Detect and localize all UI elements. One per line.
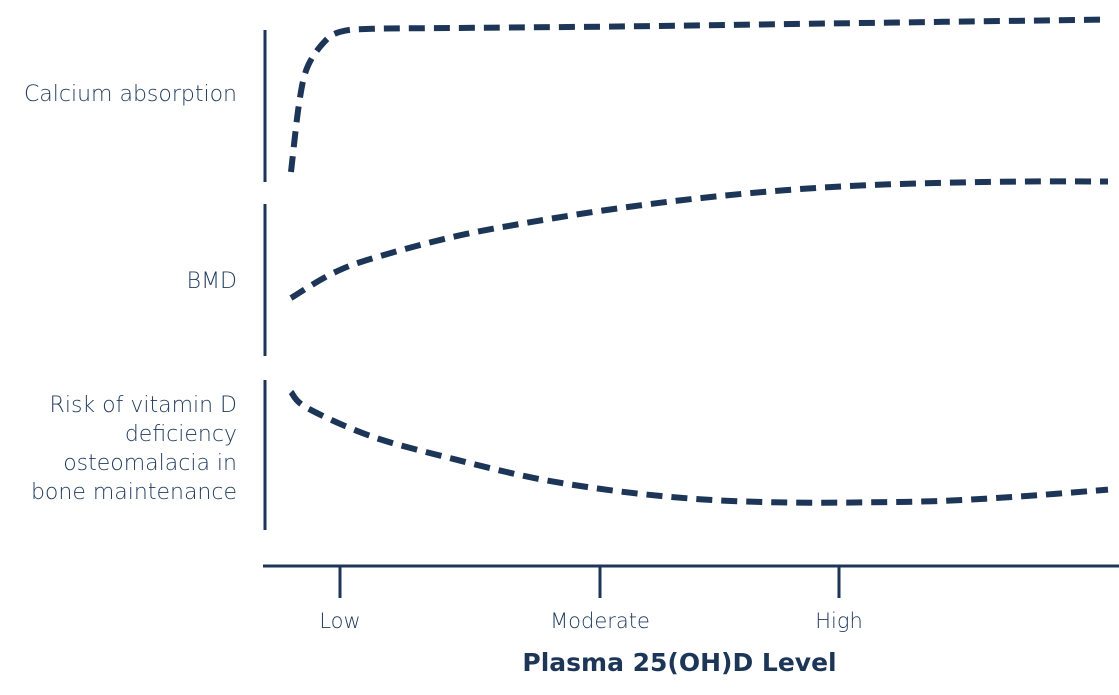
panel-label-bmd: BMD [187, 267, 237, 296]
x-tick-label-low: Low [319, 609, 361, 633]
panel-label-line: BMD [186, 269, 237, 294]
curve-calcium-absorption [288, 16, 1109, 173]
panel-label-line: Risk of vitamin D [49, 393, 237, 418]
curve-risk-deficiency [288, 389, 1109, 506]
x-axis-title: Plasma 25(OH)D Level [0, 648, 1119, 677]
x-axis-title-text: Plasma 25(OH)D Level [522, 648, 837, 677]
curve-bmd [289, 178, 1109, 301]
x-tick-label-high: High [815, 609, 863, 633]
panel-label-calcium-absorption: Calcium absorption [24, 80, 237, 109]
panel-label-line: osteomalacia in [63, 451, 237, 476]
x-tick-label-moderate: Moderate [550, 609, 650, 633]
panel-label-line: Calcium absorption [23, 82, 237, 107]
panel-label-line: bone maintenance [30, 480, 237, 505]
panel-label-risk: Risk of vitamin D deficiency osteomalaci… [31, 391, 237, 507]
panel-label-line: deficiency [124, 422, 237, 447]
